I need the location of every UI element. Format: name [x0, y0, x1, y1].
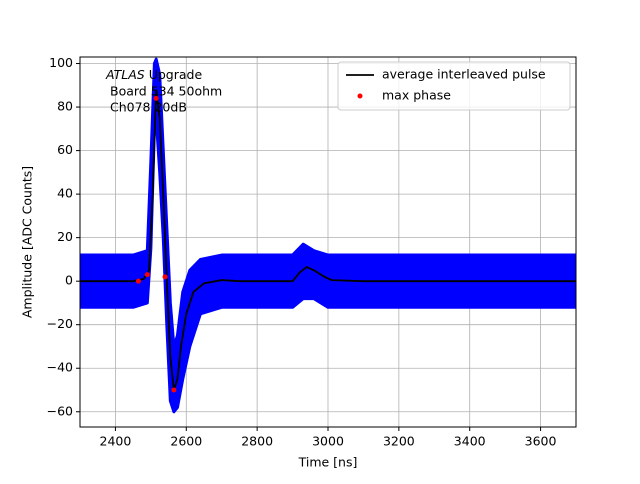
x-tick-label: 3600 — [525, 434, 557, 449]
legend-label: max phase — [382, 88, 451, 103]
max-phase-point — [171, 387, 177, 393]
legend-label: average interleaved pulse — [382, 67, 546, 82]
annotation-line: Ch078 20dB — [110, 100, 187, 115]
y-tick-label: 60 — [57, 142, 73, 157]
x-tick-label: 3000 — [312, 434, 344, 449]
max-phase-point — [144, 272, 150, 278]
y-tick-label: −60 — [47, 403, 73, 418]
y-tick-label: 40 — [57, 186, 73, 201]
y-axis-label: Amplitude [ADC Counts] — [20, 166, 35, 318]
x-axis-label: Time [ns] — [298, 455, 358, 470]
y-tick-label: −40 — [47, 360, 73, 375]
max-phase-point — [162, 274, 168, 280]
sample-cloud — [80, 57, 576, 414]
annotation-label: Upgrade — [149, 67, 203, 82]
max-phase-point — [153, 95, 159, 101]
x-tick-label: 2800 — [241, 434, 273, 449]
x-tick-label: 3400 — [454, 434, 486, 449]
annotation: ATLAS Upgrade — [105, 67, 202, 82]
y-tick-label: 0 — [65, 273, 73, 288]
legend-swatch — [357, 93, 363, 99]
x-tick-label: 3200 — [383, 434, 415, 449]
x-tick-label: 2400 — [100, 434, 132, 449]
y-tick-label: 20 — [57, 229, 73, 244]
x-tick-label: 2600 — [170, 434, 202, 449]
y-tick-label: 100 — [49, 55, 73, 70]
plot-frame — [79, 56, 577, 428]
y-tick-label: −20 — [47, 316, 73, 331]
annotation-experiment: ATLAS — [105, 67, 145, 82]
max-phase-point — [135, 278, 141, 284]
y-tick-label: 80 — [57, 99, 73, 114]
annotation-line: Board 534 50ohm — [110, 84, 222, 99]
pulse-line — [80, 89, 576, 391]
legend-box — [337, 61, 571, 111]
